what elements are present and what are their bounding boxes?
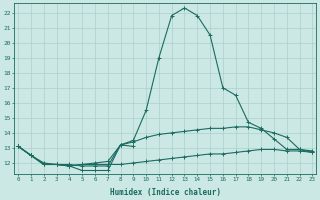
X-axis label: Humidex (Indice chaleur): Humidex (Indice chaleur) <box>110 188 221 197</box>
